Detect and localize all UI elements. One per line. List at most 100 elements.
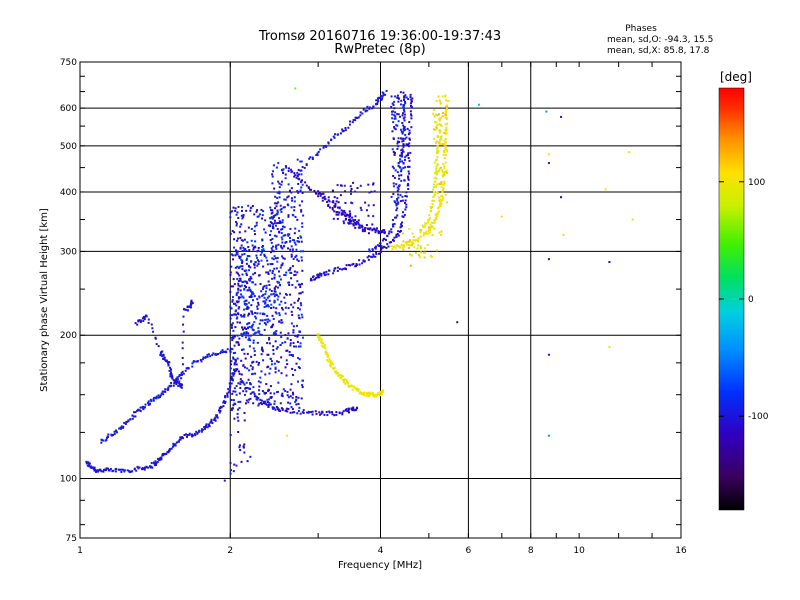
data-point	[144, 403, 147, 406]
data-point	[410, 117, 413, 120]
data-point	[425, 222, 428, 225]
data-point	[295, 362, 298, 365]
data-point	[435, 121, 438, 124]
data-point	[381, 95, 384, 98]
data-point	[171, 376, 174, 379]
data-point	[604, 188, 607, 191]
data-point	[438, 231, 441, 234]
data-point	[258, 274, 261, 277]
stats-line-o: mean, sd,O: -94.3, 15.5	[607, 35, 713, 45]
data-point	[250, 295, 253, 298]
data-point	[237, 288, 240, 291]
data-point	[161, 350, 164, 353]
data-point	[244, 280, 247, 283]
data-point	[352, 220, 355, 223]
data-point	[392, 185, 395, 188]
data-point	[258, 402, 261, 405]
data-point	[436, 156, 439, 159]
data-point	[329, 359, 332, 362]
data-point	[255, 360, 258, 363]
data-point	[424, 232, 427, 235]
data-point	[244, 230, 247, 233]
data-point	[391, 148, 394, 151]
data-point	[175, 377, 178, 380]
data-point	[291, 354, 294, 357]
data-point	[255, 210, 258, 213]
data-point	[334, 204, 337, 207]
data-point	[366, 256, 369, 259]
data-point	[290, 206, 293, 209]
data-point	[349, 190, 352, 193]
data-point	[447, 99, 450, 102]
data-point	[547, 434, 550, 437]
data-point	[439, 198, 442, 201]
data-point	[245, 269, 248, 272]
data-point	[325, 270, 328, 273]
data-point	[347, 407, 350, 410]
data-point	[333, 136, 336, 139]
data-point	[261, 246, 264, 249]
data-point	[230, 326, 233, 329]
data-point	[274, 214, 277, 217]
data-point	[435, 212, 438, 215]
data-point	[368, 393, 371, 396]
data-point	[254, 311, 257, 314]
data-point	[318, 338, 321, 341]
data-point	[436, 147, 439, 150]
data-point	[327, 203, 330, 206]
data-point	[252, 246, 255, 249]
data-point	[242, 445, 245, 448]
data-point	[349, 222, 352, 225]
data-point	[276, 391, 279, 394]
data-point	[436, 144, 439, 147]
data-point	[227, 388, 230, 391]
data-point	[443, 165, 446, 168]
data-point	[275, 202, 278, 205]
data-point	[301, 291, 304, 294]
data-point	[292, 325, 295, 328]
data-point	[178, 375, 181, 378]
data-point	[437, 95, 440, 98]
data-point	[289, 227, 292, 230]
data-point	[402, 240, 405, 243]
data-point	[283, 244, 286, 247]
data-point	[221, 351, 224, 354]
data-point	[338, 211, 341, 214]
data-point	[129, 418, 132, 421]
data-point	[285, 359, 288, 362]
data-point	[405, 143, 408, 146]
data-point	[234, 266, 237, 269]
data-point	[376, 102, 379, 105]
data-point	[437, 150, 440, 153]
data-point	[296, 240, 299, 243]
data-point	[229, 211, 232, 214]
data-point	[111, 470, 114, 473]
data-point	[394, 128, 397, 131]
data-point	[277, 369, 280, 372]
data-point	[167, 451, 170, 454]
data-point	[365, 393, 368, 396]
data-point	[153, 464, 156, 467]
data-point	[335, 372, 338, 375]
data-point	[222, 401, 225, 404]
data-point	[305, 163, 308, 166]
data-point	[410, 100, 413, 103]
data-point	[257, 327, 260, 330]
data-point	[433, 172, 436, 175]
data-point	[275, 347, 278, 350]
data-point	[123, 469, 126, 472]
data-point	[263, 313, 266, 316]
data-point	[456, 321, 459, 324]
data-point	[438, 123, 441, 126]
data-point	[277, 201, 280, 204]
data-point	[401, 221, 404, 224]
data-point	[243, 443, 246, 446]
data-point	[441, 170, 444, 173]
data-point	[440, 195, 443, 198]
data-point	[254, 261, 257, 264]
data-point	[265, 403, 268, 406]
data-point	[297, 168, 300, 171]
data-point	[317, 192, 320, 195]
data-point	[176, 376, 179, 379]
data-point	[407, 98, 410, 101]
